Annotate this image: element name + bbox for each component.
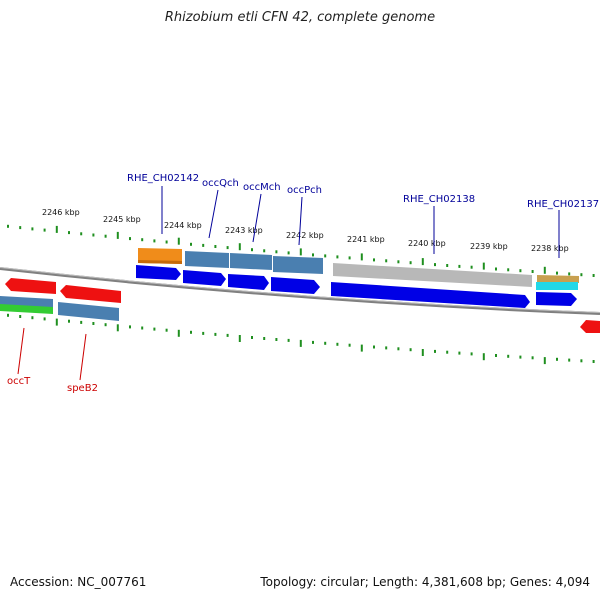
cds-rhe-ch02137[interactable]	[536, 292, 577, 306]
leader-speb2	[79, 333, 87, 381]
gene-speb2[interactable]	[58, 302, 119, 321]
cds-occt[interactable]	[5, 278, 56, 294]
scale-label-2240: 2240 kbp	[408, 239, 446, 248]
map-title: Rhizobium etli CFN 42, complete genome	[164, 10, 436, 25]
cds-speb2[interactable]	[60, 285, 121, 303]
cds-occpch[interactable]	[271, 277, 320, 294]
gene-labels: RHE_CH02142 occQch occMch occPch RHE_CH0…	[7, 173, 599, 394]
scale-label-2243: 2243 kbp	[225, 226, 263, 235]
accession-text: Accession: NC_007761	[10, 575, 147, 589]
scale-labels: 2246 kbp 2245 kbp 2244 kbp 2243 kbp 2242…	[42, 208, 569, 253]
feature-track-reverse	[0, 278, 600, 333]
gene-occmch[interactable]	[230, 253, 272, 270]
gene-rhe-ch02137[interactable]	[537, 275, 579, 283]
cds-rhe-ch02142[interactable]	[136, 265, 181, 280]
leader-occqch	[208, 189, 219, 239]
scale-label-2244: 2244 kbp	[164, 221, 202, 230]
label-occmch[interactable]: occMch	[243, 182, 281, 193]
scale-label-2245: 2245 kbp	[103, 215, 141, 224]
label-rhe-ch02137[interactable]: RHE_CH02137	[527, 199, 599, 210]
scale-label-2241: 2241 kbp	[347, 235, 385, 244]
scale-label-2246: 2246 kbp	[42, 208, 80, 217]
scale-label-2242: 2242 kbp	[286, 231, 324, 240]
scale-ticks-bottom	[7, 313, 595, 365]
label-occqch[interactable]: occQch	[202, 178, 239, 189]
label-rhe-ch02138[interactable]: RHE_CH02138	[403, 194, 475, 205]
feature-track-cds-forward	[136, 265, 578, 308]
scale-ticks-top	[7, 224, 595, 277]
genome-backbone	[0, 267, 600, 315]
cds-occmch[interactable]	[228, 274, 269, 290]
leader-occt	[17, 327, 25, 375]
cds-next-reverse[interactable]	[580, 320, 600, 333]
gene-rhe-ch02142-shade	[138, 260, 182, 264]
feature-track-genes-forward	[138, 248, 579, 287]
label-rhe-ch02142[interactable]: RHE_CH02142	[127, 173, 199, 184]
scale-label-2239: 2239 kbp	[470, 242, 508, 251]
gene-rhe-ch02138[interactable]	[333, 263, 532, 287]
label-leaders	[17, 186, 560, 381]
gene-occqch[interactable]	[185, 251, 229, 268]
leader-occmch	[252, 193, 262, 243]
cds-occqch[interactable]	[183, 270, 226, 286]
label-speb2[interactable]: speB2	[67, 383, 98, 394]
label-occt[interactable]: occT	[7, 376, 31, 387]
gene-occt-green[interactable]	[0, 304, 53, 314]
genome-backbone-highlight	[0, 267, 600, 313]
gene-occpch[interactable]	[273, 256, 323, 274]
scale-label-2238: 2238 kbp	[531, 244, 569, 253]
leader-occpch	[298, 196, 303, 246]
cds-rhe-ch02138[interactable]	[331, 282, 530, 308]
label-occpch[interactable]: occPch	[287, 185, 322, 196]
gene-rhe-ch02142[interactable]	[138, 248, 182, 264]
genome-stats-text: Topology: circular; Length: 4,381,608 bp…	[260, 575, 590, 589]
gene-rhe-ch02137-cyan[interactable]	[536, 282, 578, 290]
